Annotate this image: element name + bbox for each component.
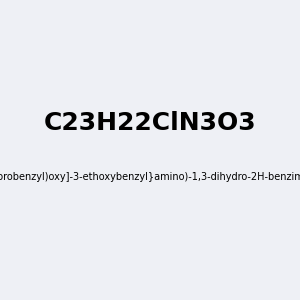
Text: C23H22ClN3O3: C23H22ClN3O3 bbox=[44, 111, 256, 135]
Text: 5-({4-[(4-chlorobenzyl)oxy]-3-ethoxybenzyl}amino)-1,3-dihydro-2H-benzimidazol-2-: 5-({4-[(4-chlorobenzyl)oxy]-3-ethoxybenz… bbox=[0, 172, 300, 182]
